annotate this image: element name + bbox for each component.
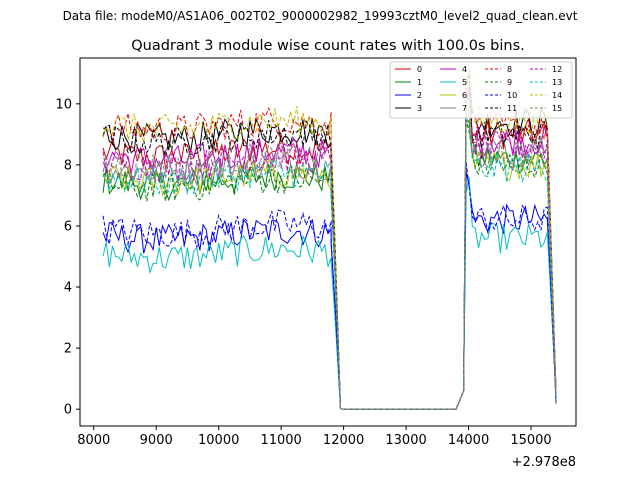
chart-title: Quadrant 3 module wise count rates with … [131, 38, 525, 54]
legend-label-5: 5 [462, 78, 467, 87]
legend-label-14: 14 [552, 91, 562, 100]
legend-label-4: 4 [462, 65, 467, 74]
y-tick-label: 0 [64, 403, 72, 418]
plot-frame [79, 57, 577, 427]
legend-label-6: 6 [462, 91, 467, 100]
x-tick-label: 13000 [385, 433, 426, 448]
chart-suptitle: Data file: modeM0/AS1A06_002T02_90000029… [63, 9, 578, 23]
legend-label-11: 11 [507, 104, 517, 113]
x-tick-label: 11000 [260, 433, 301, 448]
legend-label-0: 0 [417, 65, 422, 74]
series-line-12 [102, 109, 557, 410]
y-tick-label: 4 [64, 281, 72, 296]
legend-label-2: 2 [417, 91, 422, 100]
series-line-3 [103, 70, 557, 410]
legend-box [389, 61, 573, 119]
legend-label-9: 9 [507, 78, 512, 87]
legend-label-15: 15 [552, 104, 562, 113]
legend-label-13: 13 [552, 78, 562, 87]
legend-label-3: 3 [417, 104, 422, 113]
series-line-4 [102, 87, 557, 410]
y-tick-label: 2 [64, 342, 72, 357]
legend-label-12: 12 [552, 65, 562, 74]
y-tick-label: 10 [55, 97, 72, 112]
series-line-5 [102, 177, 557, 410]
series-line-9 [102, 120, 557, 410]
y-tick-label: 8 [64, 158, 72, 173]
series-line-8 [102, 71, 557, 410]
x-tick-label: 12000 [323, 433, 364, 448]
series-line-13 [102, 113, 557, 410]
x-tick-label: 8000 [77, 433, 110, 448]
series-line-11 [102, 74, 557, 410]
series-line-10 [102, 162, 557, 410]
legend-label-10: 10 [507, 91, 517, 100]
series-line-7 [102, 96, 557, 410]
series-line-2 [102, 171, 557, 410]
series-line-14 [102, 71, 557, 410]
x-tick-label: 15000 [510, 433, 551, 448]
legend-label-7: 7 [462, 104, 467, 113]
x-tick-label: 14000 [448, 433, 489, 448]
x-offset-label: +2.978e8 [512, 455, 576, 470]
x-tick-label: 9000 [140, 433, 173, 448]
x-tick-label: 10000 [198, 433, 239, 448]
y-tick-label: 6 [64, 219, 72, 234]
legend-label-8: 8 [507, 65, 512, 74]
legend-label-1: 1 [417, 78, 422, 87]
